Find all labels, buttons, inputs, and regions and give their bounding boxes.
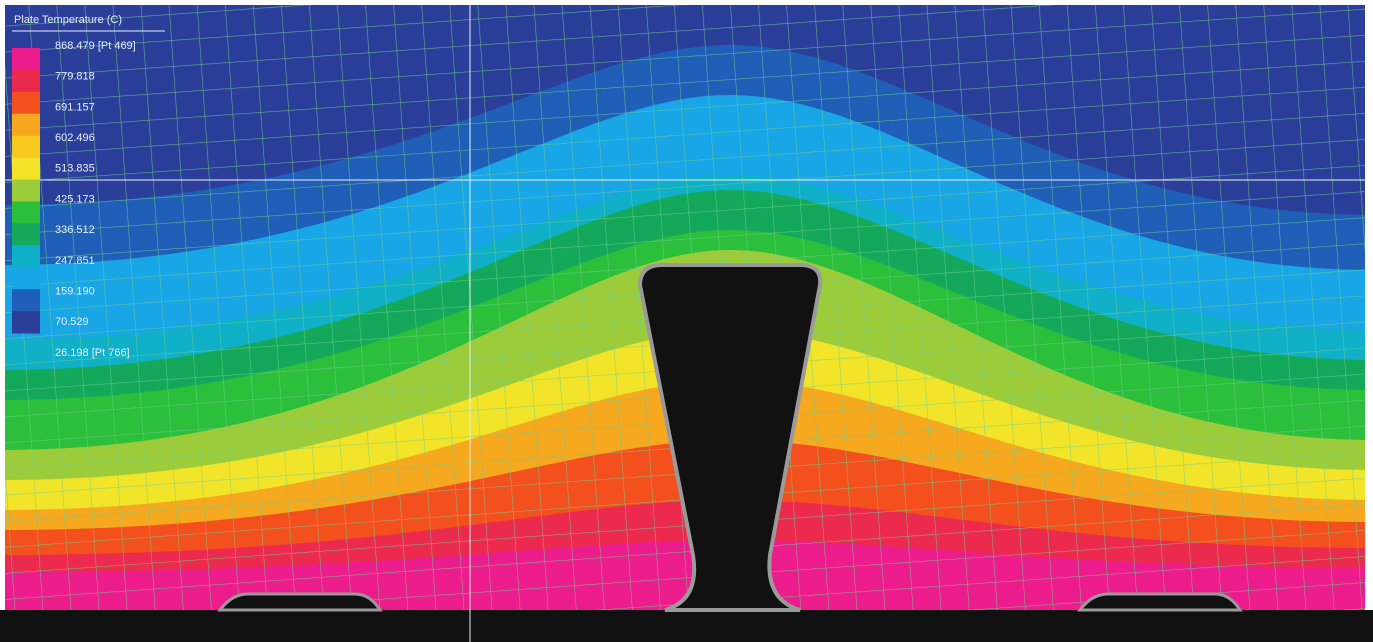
legend-label: 513.835 — [55, 163, 95, 175]
legend-swatch — [12, 245, 40, 268]
base — [0, 610, 1373, 642]
legend-label: 70.529 — [55, 316, 89, 328]
foot — [1076, 592, 1243, 612]
legend-label: 26.198 [Pt 766] — [55, 347, 130, 359]
legend-swatch — [12, 179, 40, 202]
legend-swatch — [12, 157, 40, 181]
legend-swatch — [12, 201, 40, 224]
legend-label: 602.496 — [55, 132, 95, 144]
legend-label: 336.512 — [55, 224, 95, 236]
stem — [637, 263, 823, 612]
legend-label: 247.851 — [55, 255, 95, 267]
legend-swatch — [12, 48, 40, 71]
legend-swatch — [12, 289, 40, 312]
legend-swatch — [12, 113, 40, 137]
legend: Plate Temperature (C) 868.479 [Pt 469] 77… — [12, 14, 165, 359]
legend-label: 868.479 [Pt 469] — [55, 40, 136, 52]
foot — [216, 592, 383, 612]
legend-swatch — [12, 91, 40, 115]
legend-label: 691.157 — [55, 101, 95, 113]
legend-swatch — [12, 135, 40, 159]
legend-title: Plate Temperature (C) — [14, 14, 122, 26]
legend-label: 425.173 — [55, 193, 95, 205]
legend-label: 779.818 — [55, 71, 95, 83]
legend-label: 159.190 — [55, 286, 95, 298]
legend-swatch — [12, 69, 40, 93]
legend-swatch — [12, 223, 40, 246]
legend-swatch — [12, 311, 40, 334]
legend-swatch — [12, 267, 40, 290]
part-geometry — [0, 263, 1373, 642]
